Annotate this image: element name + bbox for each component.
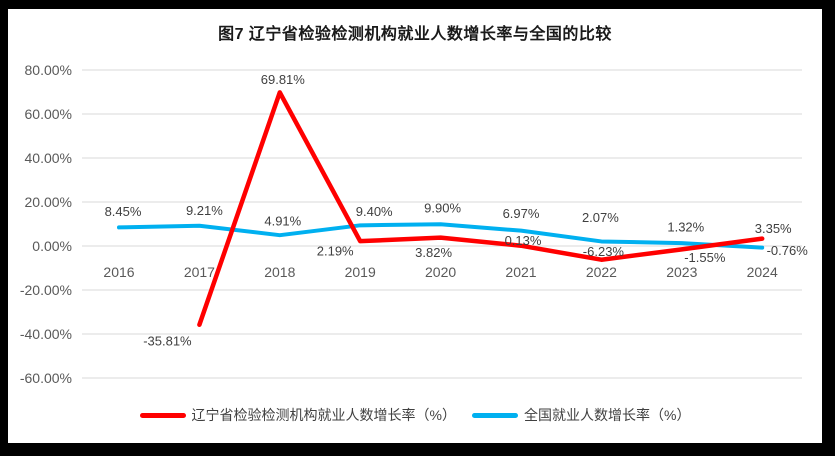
legend-line-marker-blue (472, 412, 518, 418)
y-axis-tick-label: 20.00% (25, 194, 72, 210)
data-point-label: 3.35% (755, 221, 792, 236)
data-point-label: 2.07% (582, 210, 619, 225)
liaoning-series-line (197, 90, 765, 328)
y-axis-tick-label: 60.00% (25, 106, 72, 122)
y-axis-tick-label: 0.00% (32, 238, 72, 254)
y-axis-tick-label: -40.00% (20, 326, 72, 342)
chart-title: 图7 辽宁省检验检测机构就业人数增长率与全国的比较 (218, 26, 612, 43)
legend: 辽宁省检验检测机构就业人数增长率（%） 全国就业人数增长率（%） (8, 405, 822, 425)
x-axis-tick-label: 2024 (747, 264, 778, 280)
line-chart-plot: 80.00% 60.00% 40.00% 20.00% 0.00% -20.00% -40.… (20, 62, 809, 386)
legend-line-marker-red (139, 412, 186, 418)
data-point-label: 9.90% (424, 201, 461, 216)
y-axis-tick-label: -20.00% (20, 282, 72, 298)
legend-label-national: 全国就业人数增长率（%） (524, 407, 691, 423)
y-axis-tick-label: -60.00% (20, 370, 72, 386)
data-point-label: 3.82% (415, 245, 452, 260)
x-axis-tick-label: 2023 (666, 264, 697, 280)
x-axis-tick-label: 2021 (505, 264, 536, 280)
data-point-label: 0.13% (505, 233, 542, 248)
legend-item-liaoning: 辽宁省检验检测机构就业人数增长率（%） (139, 405, 456, 425)
x-axis-tick-label: 2022 (586, 264, 617, 280)
data-point-label: 9.21% (186, 203, 223, 218)
data-point-label: -1.55% (684, 250, 726, 265)
x-axis-tick-label: 2018 (264, 264, 295, 280)
legend-label-liaoning: 辽宁省检验检测机构就业人数增长率（%） (191, 407, 456, 423)
national-series-line (117, 222, 765, 250)
data-point-label: 69.81% (261, 72, 306, 87)
x-axis-tick-label: 2016 (103, 264, 134, 280)
y-axis-tick-label: 80.00% (25, 62, 72, 78)
data-point-label: 1.32% (667, 220, 704, 235)
data-point-label: 4.91% (264, 214, 301, 229)
x-axis-tick-label: 2019 (345, 264, 376, 280)
data-point-label: -35.81% (143, 333, 192, 348)
x-axis-tick-label: 2017 (184, 264, 215, 280)
y-axis-tick-label: 40.00% (25, 150, 72, 166)
data-point-label: 6.97% (503, 206, 540, 221)
data-point-label: 9.40% (356, 204, 393, 219)
data-point-label: 2.19% (317, 244, 354, 259)
legend-item-national: 全国就业人数增长率（%） (472, 405, 690, 425)
data-point-label: -0.76% (767, 243, 809, 258)
data-point-label: 8.45% (105, 204, 142, 219)
x-axis-tick-label: 2020 (425, 264, 456, 280)
chart-canvas: 80.00% 60.00% 40.00% 20.00% 0.00% -20.00% -40.… (8, 9, 822, 443)
data-point-label: -6.23% (583, 244, 625, 259)
